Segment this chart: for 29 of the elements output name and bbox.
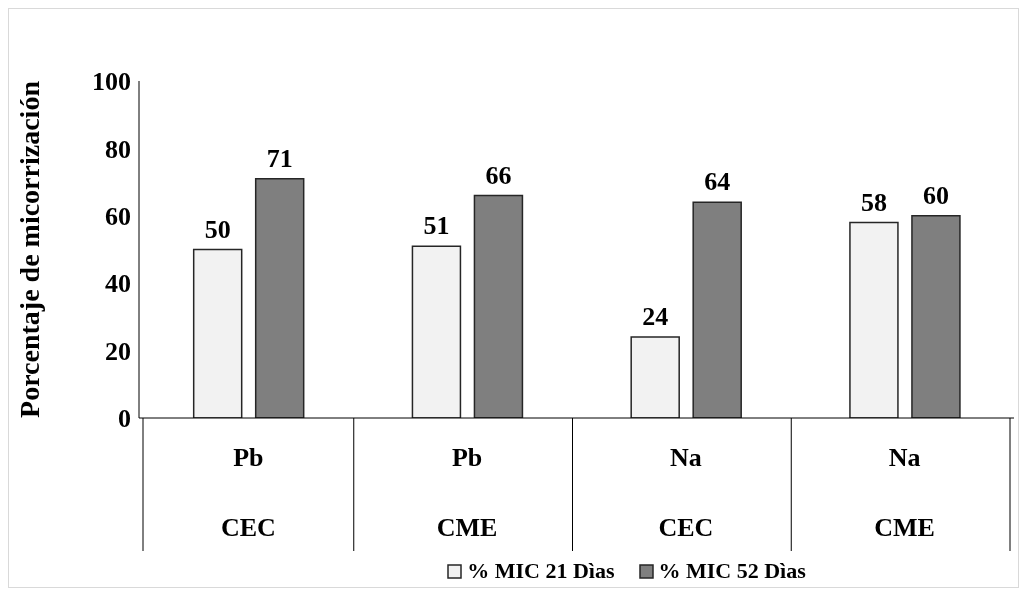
data-label: 51 <box>423 211 450 241</box>
y-tick-label: 100 <box>92 67 131 97</box>
category-label: Pb CME <box>436 443 498 542</box>
bar <box>254 177 305 418</box>
bar <box>192 248 243 418</box>
data-label: 71 <box>266 143 293 173</box>
data-label: 60 <box>922 180 949 210</box>
bar <box>692 201 742 418</box>
category-label: Na CME <box>874 443 935 542</box>
y-axis-title: Porcentaje de micorrización <box>13 80 45 418</box>
legend-label: % MIC 21 Dìas <box>467 558 615 584</box>
bar <box>473 194 524 418</box>
category-label: Pb CEC <box>220 443 276 542</box>
y-tick-label: 0 <box>118 404 131 434</box>
bar <box>849 221 899 418</box>
y-tick-label: 40 <box>105 269 131 299</box>
y-tick-label: 80 <box>105 134 131 164</box>
legend-label: % MIC 52 Dìas <box>658 558 806 584</box>
data-label: 24 <box>642 302 669 332</box>
bar <box>911 215 961 418</box>
y-tick-label: 20 <box>105 336 131 366</box>
data-label: 58 <box>860 187 887 217</box>
bar <box>630 336 680 418</box>
data-label: 66 <box>485 160 512 190</box>
data-label: 50 <box>204 214 231 244</box>
category-label: Na CEC <box>658 443 714 542</box>
bar <box>411 245 462 418</box>
data-label: 64 <box>704 167 731 197</box>
y-tick-label: 60 <box>105 202 131 232</box>
